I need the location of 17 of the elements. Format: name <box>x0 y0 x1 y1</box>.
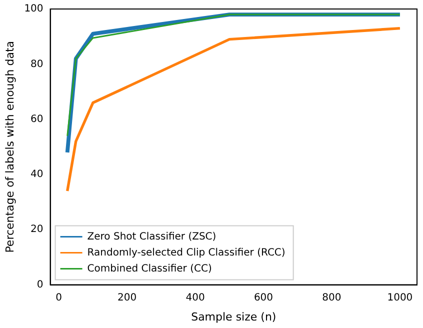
y-tick-label: 100 <box>24 4 44 15</box>
y-tick-label: 0 <box>36 279 44 290</box>
x-tick-label: 600 <box>254 292 274 304</box>
x-tick-label: 400 <box>186 292 205 304</box>
y-tick-label: 40 <box>30 169 44 180</box>
x-tick-label: 800 <box>322 292 342 304</box>
legend-label: Randomly-selected Clip Classifier (RCC) <box>87 247 286 258</box>
x-tick-label: 0 <box>56 292 62 304</box>
y-tick-label: 60 <box>30 114 44 125</box>
legend-label: Combined Classifier (CC) <box>87 263 212 274</box>
legend-label: Zero Shot Classifier (ZSC) <box>87 231 216 242</box>
y-tick-label: 20 <box>30 224 44 236</box>
x-axis-title: Sample size (n) <box>191 310 276 324</box>
y-tick-label: 80 <box>30 58 44 70</box>
x-tick-label: 1000 <box>387 292 413 304</box>
x-tick-label: 200 <box>117 292 137 304</box>
y-axis-title: Percentage of labels with enough data <box>3 40 16 253</box>
